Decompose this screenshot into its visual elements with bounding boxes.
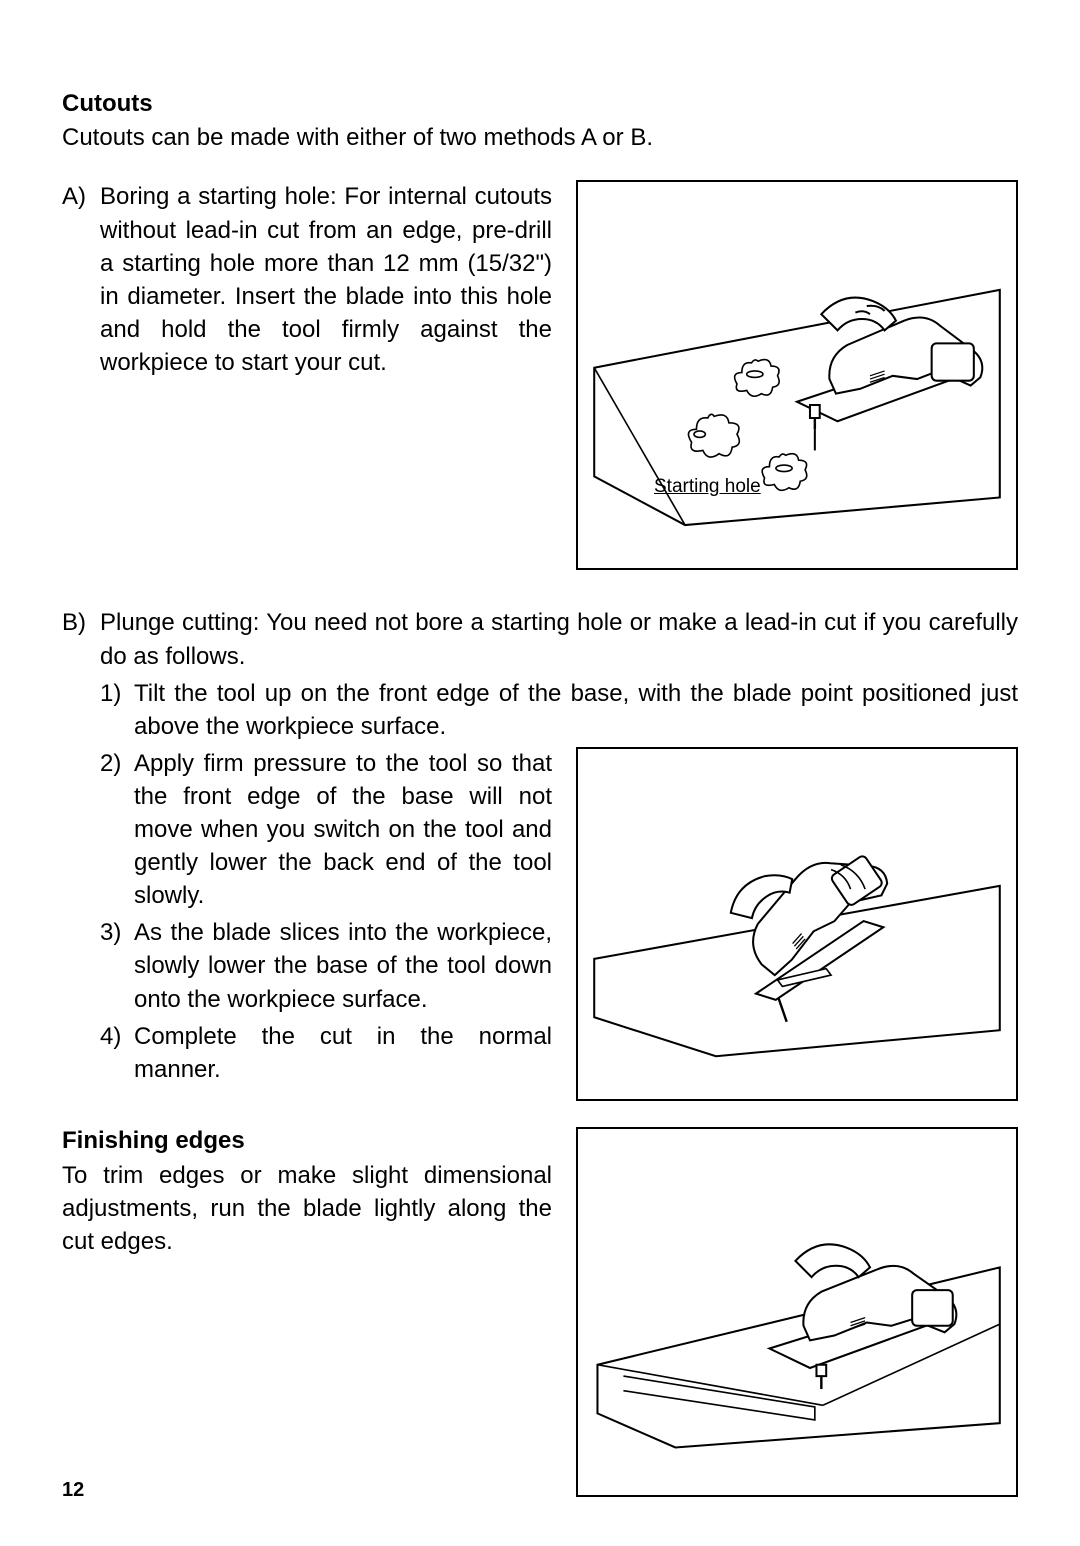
finishing-left: Finishing edges To trim edges or make sl…	[62, 1127, 552, 1258]
plunge-step-4: 4) Complete the cut in the normal manner…	[100, 1020, 552, 1086]
page-number: 12	[62, 1479, 84, 1502]
method-a-label: A)	[62, 180, 100, 379]
method-b-row: 2) Apply firm pressure to the tool so th…	[62, 747, 1018, 1101]
plunge-steps-left: 2) Apply firm pressure to the tool so th…	[62, 747, 552, 1090]
finishing-text: To trim edges or make slight dimensional…	[62, 1159, 552, 1258]
method-b-label: B)	[62, 606, 100, 672]
plunge-step-1: 1) Tilt the tool up on the front edge of…	[100, 677, 1018, 743]
cutouts-heading: Cutouts	[62, 90, 1018, 118]
plunge-step-4-num: 4)	[100, 1020, 134, 1086]
plunge-step-3-num: 3)	[100, 916, 134, 1015]
plunge-step-2-text: Apply firm pressure to the tool so that …	[134, 747, 552, 913]
figure-b	[576, 747, 1018, 1101]
plunge-step-2: 2) Apply firm pressure to the tool so th…	[100, 747, 552, 913]
method-b-intro-text: Plunge cutting: You need not bore a star…	[100, 606, 1018, 672]
plunge-step-1-num: 1)	[100, 677, 134, 743]
plunge-step-4-text: Complete the cut in the normal manner.	[134, 1020, 552, 1086]
method-b-intro: B) Plunge cutting: You need not bore a s…	[62, 606, 1018, 672]
cutouts-intro: Cutouts can be made with either of two m…	[62, 122, 1018, 154]
plunge-step-3-text: As the blade slices into the workpiece, …	[134, 916, 552, 1015]
figure-a-label: Starting hole	[654, 476, 761, 498]
plunge-step-1-text: Tilt the tool up on the front edge of th…	[134, 677, 1018, 743]
plunge-step-3: 3) As the blade slices into the workpiec…	[100, 916, 552, 1015]
finishing-heading: Finishing edges	[62, 1127, 552, 1155]
figure-a: Starting hole	[576, 180, 1018, 570]
plunge-step-2-num: 2)	[100, 747, 134, 913]
method-a-body: Boring a starting hole: For internal cut…	[100, 180, 552, 379]
method-a-row: A) Boring a starting hole: For internal …	[62, 180, 1018, 570]
finishing-row: Finishing edges To trim edges or make sl…	[62, 1127, 1018, 1497]
method-a-text: A) Boring a starting hole: For internal …	[62, 180, 552, 379]
figure-c	[576, 1127, 1018, 1497]
